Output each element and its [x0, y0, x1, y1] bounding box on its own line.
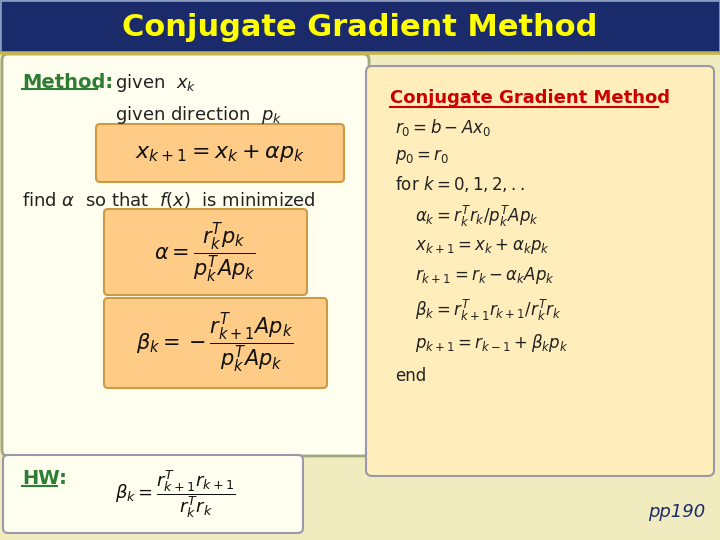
Text: $\alpha_k = r_k^T r_k / p_k^T A p_k$: $\alpha_k = r_k^T r_k / p_k^T A p_k$: [415, 204, 539, 228]
Text: $p_0 = r_0$: $p_0 = r_0$: [395, 146, 449, 165]
Text: end: end: [395, 367, 426, 385]
FancyBboxPatch shape: [104, 209, 307, 295]
Text: Conjugate Gradient Method: Conjugate Gradient Method: [390, 89, 670, 107]
Text: given direction  $p_k$: given direction $p_k$: [115, 104, 282, 126]
Text: $x_{k+1} = x_k + \alpha_k p_k$: $x_{k+1} = x_k + \alpha_k p_k$: [415, 237, 550, 255]
Text: Method:: Method:: [22, 73, 113, 92]
Text: $\beta_k = r_{k+1}^T r_{k+1} / r_k^T r_k$: $\beta_k = r_{k+1}^T r_{k+1} / r_k^T r_k…: [415, 298, 562, 322]
FancyBboxPatch shape: [96, 124, 344, 182]
FancyBboxPatch shape: [2, 54, 369, 456]
Text: given  $x_k$: given $x_k$: [115, 72, 197, 94]
FancyBboxPatch shape: [366, 66, 714, 476]
Text: for $k = 0,1,2,..$: for $k = 0,1,2,..$: [395, 174, 524, 194]
Text: $p_{k+1} = r_{k-1} + \beta_k p_k$: $p_{k+1} = r_{k-1} + \beta_k p_k$: [415, 332, 569, 354]
FancyBboxPatch shape: [3, 455, 303, 533]
Text: HW:: HW:: [22, 469, 67, 489]
Text: $r_{k+1} = r_k - \alpha_k A p_k$: $r_{k+1} = r_k - \alpha_k A p_k$: [415, 266, 555, 287]
FancyBboxPatch shape: [0, 0, 720, 52]
Text: pp190: pp190: [648, 503, 705, 521]
Text: find $\alpha$  so that  $f(x)$  is minimized: find $\alpha$ so that $f(x)$ is minimize…: [22, 190, 315, 210]
Text: $\beta_k = \dfrac{r_{k+1}^T r_{k+1}}{r_k^T r_k}$: $\beta_k = \dfrac{r_{k+1}^T r_{k+1}}{r_k…: [114, 468, 235, 520]
Text: $x_{k+1} = x_k + \alpha p_k$: $x_{k+1} = x_k + \alpha p_k$: [135, 144, 305, 165]
Text: $\alpha = \dfrac{r_k^T p_k}{p_k^T A p_k}$: $\alpha = \dfrac{r_k^T p_k}{p_k^T A p_k}…: [154, 221, 256, 285]
Text: $r_0 = b - Ax_0$: $r_0 = b - Ax_0$: [395, 118, 491, 138]
Text: $\beta_k = -\dfrac{r_{k+1}^T A p_k}{p_k^T A p_k}$: $\beta_k = -\dfrac{r_{k+1}^T A p_k}{p_k^…: [136, 312, 294, 375]
FancyBboxPatch shape: [104, 298, 327, 388]
Text: Conjugate Gradient Method: Conjugate Gradient Method: [122, 12, 598, 42]
